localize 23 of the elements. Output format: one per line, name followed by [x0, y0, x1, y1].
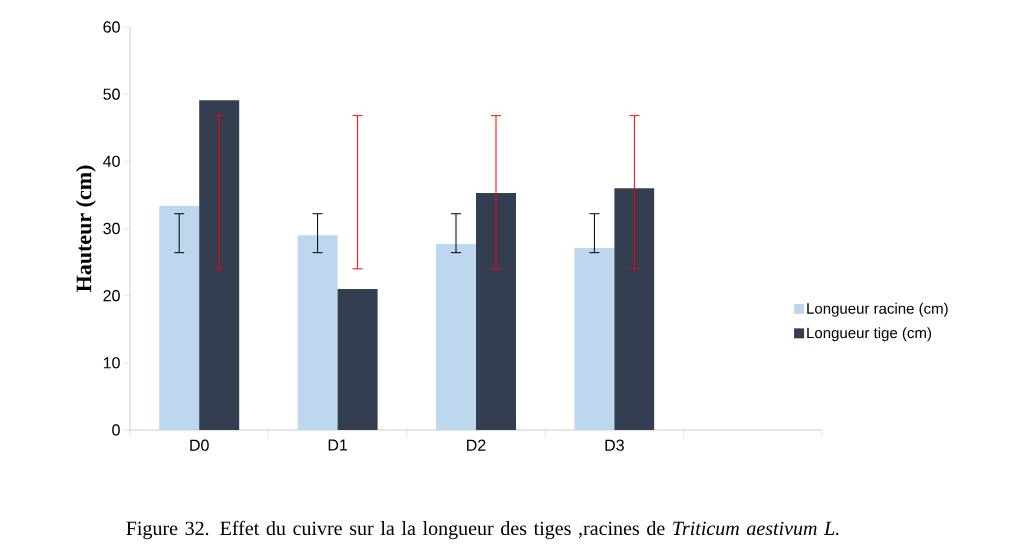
bar: [574, 247, 615, 430]
y-tick-label: 20: [103, 290, 120, 302]
x-tick-label: D3: [605, 439, 624, 451]
bar: [476, 192, 516, 430]
bar: [614, 188, 655, 430]
bar: [159, 205, 200, 430]
y-tick-label: 50: [103, 88, 120, 100]
legend-label: Longueur tige (cm): [807, 327, 931, 342]
x-tick-label: D2: [467, 439, 486, 451]
y-tick-label: 60: [103, 21, 120, 33]
bar: [436, 243, 476, 430]
y-tick-label: 0: [112, 424, 120, 436]
legend-label: Longueur racine (cm): [807, 302, 948, 317]
y-tick-label: 30: [103, 222, 120, 235]
bar: [199, 100, 240, 430]
bar: [337, 288, 378, 430]
y-axis-title: Hauteur (cm): [75, 165, 96, 292]
text: Figure 32. Effet du cuivre sur la la longueur des tiges ,racines de Triticum aestivum L.: [126, 520, 839, 540]
bar: [297, 235, 338, 430]
y-tick-label: 40: [103, 155, 120, 167]
y-tick-label: 10: [103, 357, 120, 369]
x-tick-label: D0: [190, 439, 209, 451]
x-tick-label: D1: [328, 439, 348, 451]
